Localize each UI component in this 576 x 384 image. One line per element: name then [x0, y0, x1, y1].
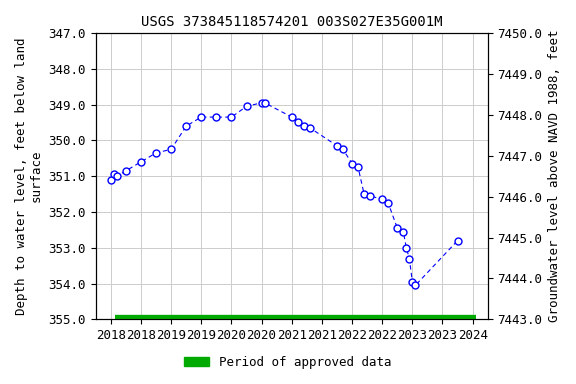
Title: USGS 373845118574201 003S027E35G001M: USGS 373845118574201 003S027E35G001M [141, 15, 442, 29]
Y-axis label: Depth to water level, feet below land
surface: Depth to water level, feet below land su… [15, 37, 43, 315]
Legend: Period of approved data: Period of approved data [179, 351, 397, 374]
Y-axis label: Groundwater level above NAVD 1988, feet: Groundwater level above NAVD 1988, feet [548, 30, 561, 323]
